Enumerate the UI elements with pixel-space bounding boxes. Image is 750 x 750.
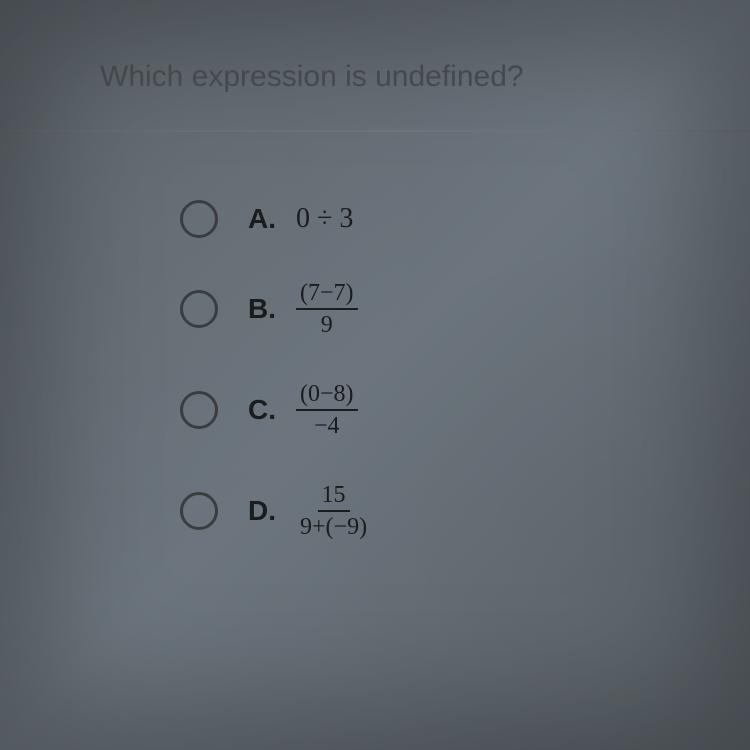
options-list: A. 0 ÷ 3 B. (7−7) 9 C. (0−8) −4 D. 15 9+ (180, 200, 371, 582)
fraction-d-denominator: 9+(−9) (296, 512, 371, 540)
question-container: Which expression is undefined? (100, 60, 690, 124)
radio-c[interactable] (180, 391, 218, 429)
fraction-c: (0−8) −4 (296, 381, 358, 440)
option-a-letter: A. (248, 203, 278, 235)
fraction-d: 15 9+(−9) (296, 482, 371, 541)
option-b-expression: (7−7) 9 (296, 280, 358, 339)
option-c[interactable]: C. (0−8) −4 (180, 381, 371, 440)
option-b-letter: B. (248, 293, 278, 325)
fraction-b-numerator: (7−7) (296, 280, 358, 310)
fraction-b-denominator: 9 (317, 310, 337, 338)
question-prompt: Which expression is undefined? (100, 60, 690, 94)
option-a[interactable]: A. 0 ÷ 3 (180, 200, 371, 238)
radio-a[interactable] (180, 200, 218, 238)
option-b[interactable]: B. (7−7) 9 (180, 280, 371, 339)
option-d-letter: D. (248, 495, 278, 527)
fraction-c-numerator: (0−8) (296, 381, 358, 411)
fraction-b: (7−7) 9 (296, 280, 358, 339)
section-divider (0, 130, 750, 132)
option-d[interactable]: D. 15 9+(−9) (180, 482, 371, 541)
option-c-letter: C. (248, 394, 278, 426)
option-a-expression: 0 ÷ 3 (296, 203, 353, 235)
radio-b[interactable] (180, 290, 218, 328)
radio-d[interactable] (180, 492, 218, 530)
fraction-c-denominator: −4 (310, 411, 344, 439)
fraction-d-numerator: 15 (318, 482, 350, 512)
option-d-expression: 15 9+(−9) (296, 482, 371, 541)
option-c-expression: (0−8) −4 (296, 381, 358, 440)
